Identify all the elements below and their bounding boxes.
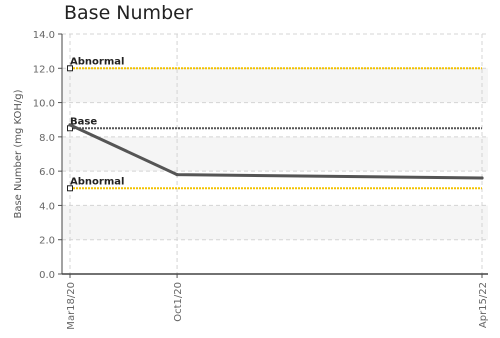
y-tick-label: 10.0 (33, 99, 55, 110)
x-tick-label: Mar18/20 (66, 282, 77, 330)
y-axis-label: Base Number (mg KOH/g) (13, 89, 24, 218)
axes (58, 33, 488, 278)
y-tick-label: 0.0 (39, 270, 55, 281)
reference-label: Abnormal (70, 176, 124, 187)
band (62, 68, 488, 103)
y-tick-labels: 0.0 2.0 4.0 6.0 8.0 10.0 12.0 14.0 (33, 30, 55, 281)
y-tick-label: 4.0 (39, 201, 55, 212)
x-tick-labels: Mar18/20 Oct1/20 Apr15/22 (66, 282, 489, 330)
band (62, 136, 488, 172)
y-tick-label: 12.0 (33, 64, 55, 75)
background-bands (62, 68, 488, 240)
data-point (480, 176, 484, 180)
data-series (68, 123, 484, 180)
data-point (68, 123, 72, 127)
reference-marker (67, 185, 73, 192)
x-tick-label: Oct1/20 (173, 282, 184, 322)
x-tick-label: Apr15/22 (478, 282, 489, 328)
band (62, 205, 488, 240)
reference-label: Base (70, 116, 97, 127)
reference-label: Abnormal (70, 56, 124, 67)
data-point (175, 172, 179, 177)
y-tick-label: 6.0 (39, 167, 55, 178)
y-tick-label: 2.0 (39, 236, 55, 247)
y-tick-label: 14.0 (33, 30, 55, 41)
chart-title: Base Number (64, 2, 193, 24)
reference-marker (67, 65, 73, 72)
reference-lines: Abnormal Base Abnormal (67, 56, 482, 192)
y-tick-label: 8.0 (39, 133, 55, 144)
